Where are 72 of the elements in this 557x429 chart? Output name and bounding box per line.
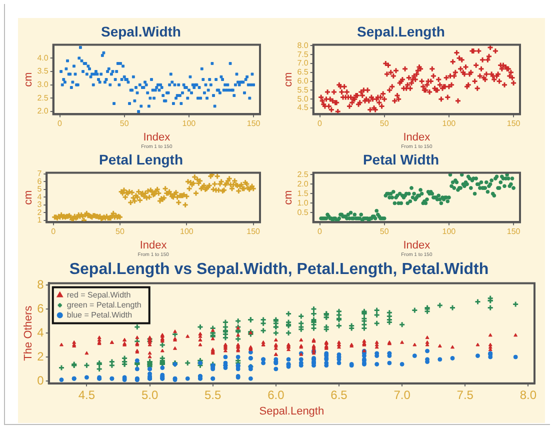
chart-title: Sepal.Length — [357, 23, 445, 40]
x-tick-label: 150 — [506, 119, 521, 128]
y-tick-label: 4.0 — [37, 53, 49, 62]
y-tick-label: 0 — [37, 373, 44, 388]
x-axis-title: Index — [140, 239, 168, 252]
y-tick-label: 3.5 — [37, 66, 49, 76]
y-tick-label: 2.5 — [37, 93, 49, 102]
x-axis-title: Index — [403, 131, 431, 144]
x-tick-label: 150 — [246, 119, 261, 128]
x-tick-label: 100 — [182, 119, 196, 128]
x-tick-label: 150 — [246, 227, 261, 236]
x-tick-label: 50 — [116, 227, 125, 236]
y-tick-label: 5.0 — [297, 94, 309, 104]
legend-label: red = Sepal.Width — [66, 290, 131, 300]
y-tick-label: 1.5 — [297, 188, 309, 198]
x-tick-label: 50 — [120, 119, 130, 128]
x-tick-label: 7.5 — [456, 388, 474, 402]
x-tick-label: 50 — [380, 119, 390, 128]
y-tick-label: 2.0 — [297, 179, 309, 188]
x-tick-label: 4.5 — [78, 388, 96, 402]
x-tick-label: 6.0 — [268, 388, 285, 402]
y-tick-label: 2 — [37, 208, 42, 217]
y-axis-title: cm — [282, 72, 295, 87]
x-tick-label: 5.5 — [204, 388, 222, 402]
y-tick-label: 5.5 — [297, 85, 309, 94]
y-tick-label: 0.5 — [297, 208, 309, 217]
y-tick-label: 1 — [37, 215, 42, 224]
y-tick-label: 3.0 — [37, 80, 49, 90]
legend-label: green = Petal.Length — [66, 300, 142, 310]
y-tick-label: 6 — [37, 301, 44, 316]
y-tick-label: 1.0 — [297, 198, 309, 208]
x-tick-label: 0 — [58, 119, 63, 128]
y-tick-label: 4 — [37, 325, 44, 340]
x-tick-label: 7.0 — [394, 388, 411, 402]
x-tick-label: 0 — [51, 227, 56, 236]
y-tick-label: 7.5 — [297, 50, 309, 59]
x-tick-label: 5.0 — [141, 388, 158, 402]
x-tick-label: 100 — [180, 227, 194, 236]
y-tick-label: 2.5 — [297, 170, 309, 179]
y-tick-label: 2.0 — [37, 106, 49, 116]
x-axis-title: Index — [143, 131, 171, 144]
x-tick-label: 8.0 — [520, 388, 537, 402]
chart-title: Petal Width — [362, 151, 440, 168]
x-tick-label: 0 — [318, 227, 323, 236]
y-tick-label: 6 — [37, 176, 42, 186]
y-tick-label: 4.5 — [297, 103, 309, 112]
legend-label: blue = Petal.Width — [66, 310, 132, 320]
y-tick-label: 5 — [37, 184, 42, 194]
x-tick-label: 100 — [442, 227, 456, 236]
y-tick-label: 8.0 — [297, 40, 309, 50]
y-axis-title: cm — [22, 190, 35, 205]
chart-title: Petal Length — [98, 151, 184, 168]
x-tick-label: 150 — [506, 227, 521, 236]
y-tick-label: 6.0 — [297, 76, 309, 86]
x-tick-label: 50 — [380, 227, 390, 236]
x-axis-title: Index — [403, 239, 431, 252]
x-tick-label: 6.5 — [330, 388, 348, 402]
y-tick-label: 7 — [37, 169, 42, 178]
chart-title: Sepal.Length vs Sepal.Width, Petal.Length, Petal.Width — [69, 261, 489, 278]
y-tick-label: 7.0 — [297, 58, 309, 68]
y-tick-label: 2 — [37, 349, 44, 364]
x-axis-title: Sepal.Length — [259, 405, 324, 418]
chart-title: Sepal.Width — [101, 23, 181, 40]
y-tick-label: 6.5 — [297, 68, 309, 77]
y-axis-title: cm — [282, 190, 295, 205]
y-axis-title: cm — [22, 72, 35, 87]
x-tick-label: 100 — [442, 119, 456, 128]
x-tick-label: 0 — [318, 119, 323, 128]
y-axis-title: The Others — [22, 305, 35, 361]
y-tick-label: 8 — [37, 277, 44, 292]
y-tick-label: 3 — [37, 200, 42, 210]
y-tick-label: 4 — [37, 192, 42, 202]
